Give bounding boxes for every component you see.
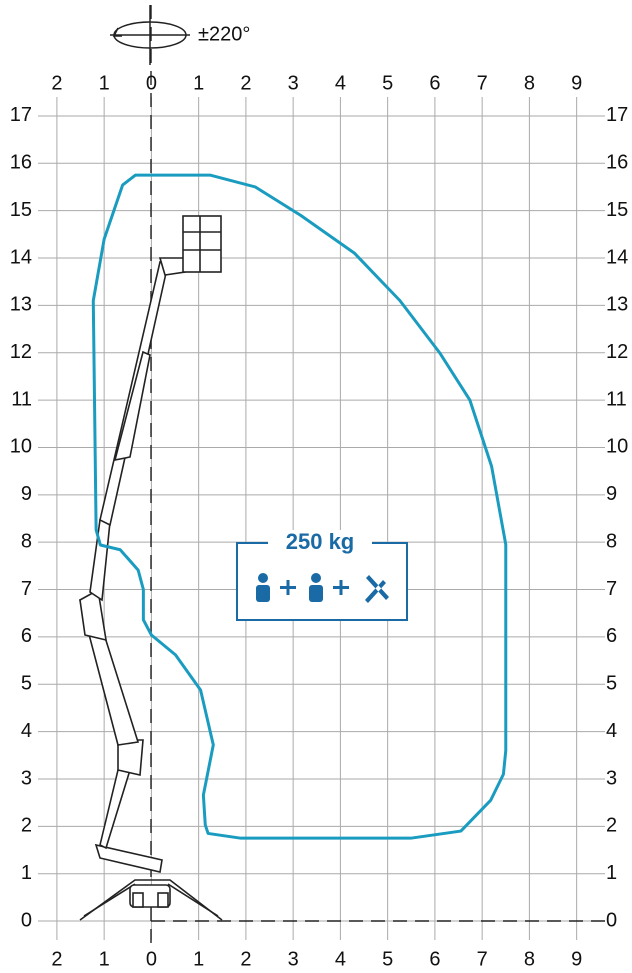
x-tick-label: 0: [146, 948, 157, 970]
x-tick-label: 0: [146, 72, 157, 94]
x-tick-label: 7: [477, 72, 488, 94]
x-tick-label: 7: [477, 948, 488, 970]
y-tick-label: 8: [606, 530, 617, 552]
y-tick-label: 2: [21, 815, 32, 837]
y-tick-label: 7: [21, 578, 32, 600]
x-tick-label: 2: [51, 72, 62, 94]
load-badge: 250 kg: [236, 529, 408, 621]
x-tick-label: 3: [288, 72, 299, 94]
rotation-icon: [110, 5, 190, 65]
y-tick-label: 1: [21, 862, 32, 884]
x-tick-label: 9: [571, 948, 582, 970]
x-tick-label: 3: [288, 948, 299, 970]
rotation-label: ±220°: [198, 23, 250, 45]
x-tick-label: 6: [429, 72, 440, 94]
x-tick-label: 5: [382, 948, 393, 970]
x-tick-label: 8: [524, 72, 535, 94]
x-tick-label: 1: [193, 72, 204, 94]
y-tick-label: 6: [21, 625, 32, 647]
y-tick-label: 10: [10, 436, 32, 458]
y-tick-label: 0: [606, 909, 617, 931]
y-tick-label: 16: [10, 152, 32, 174]
x-tick-label: 2: [240, 72, 251, 94]
y-tick-label: 3: [606, 767, 617, 789]
y-tick-label: 5: [606, 673, 617, 695]
y-tick-label: 0: [21, 909, 32, 931]
y-tick-label: 17: [606, 104, 628, 126]
x-tick-label: 1: [99, 948, 110, 970]
y-tick-label: 11: [606, 388, 627, 410]
y-tick-label: 4: [606, 720, 617, 742]
y-tick-label: 8: [21, 530, 32, 552]
y-tick-label: 13: [10, 294, 32, 316]
y-tick-label: 1: [606, 862, 617, 884]
y-tick-label: 9: [21, 483, 32, 505]
y-tick-label: 14: [10, 246, 32, 268]
y-tick-label: 15: [10, 199, 32, 221]
y-tick-label: 11: [11, 388, 32, 410]
load-label: 250 kg: [286, 529, 355, 554]
x-tick-label: 2: [51, 948, 62, 970]
y-tick-label: 12: [10, 341, 32, 363]
y-tick-label: 5: [21, 673, 32, 695]
y-tick-label: 17: [10, 104, 32, 126]
x-tick-label: 8: [524, 948, 535, 970]
y-tick-label: 14: [606, 246, 628, 268]
y-tick-label: 4: [21, 720, 32, 742]
y-tick-label: 7: [606, 578, 617, 600]
y-tick-label: 12: [606, 341, 628, 363]
y-tick-label: 13: [606, 294, 628, 316]
x-tick-label: 1: [99, 72, 110, 94]
y-tick-label: 3: [21, 767, 32, 789]
x-tick-label: 2: [240, 948, 251, 970]
y-tick-label: 6: [606, 625, 617, 647]
x-tick-label: 1: [193, 948, 204, 970]
y-tick-label: 2: [606, 815, 617, 837]
x-tick-label: 4: [335, 72, 346, 94]
working-envelope: [91, 173, 508, 840]
x-tick-label: 9: [571, 72, 582, 94]
x-tick-label: 5: [382, 72, 393, 94]
lift-illustration: [79, 215, 223, 921]
y-tick-label: 10: [606, 436, 628, 458]
x-tick-label: 6: [429, 948, 440, 970]
y-tick-label: 9: [606, 483, 617, 505]
y-tick-label: 15: [606, 199, 628, 221]
y-tick-label: 16: [606, 152, 628, 174]
x-tick-label: 4: [335, 948, 346, 970]
